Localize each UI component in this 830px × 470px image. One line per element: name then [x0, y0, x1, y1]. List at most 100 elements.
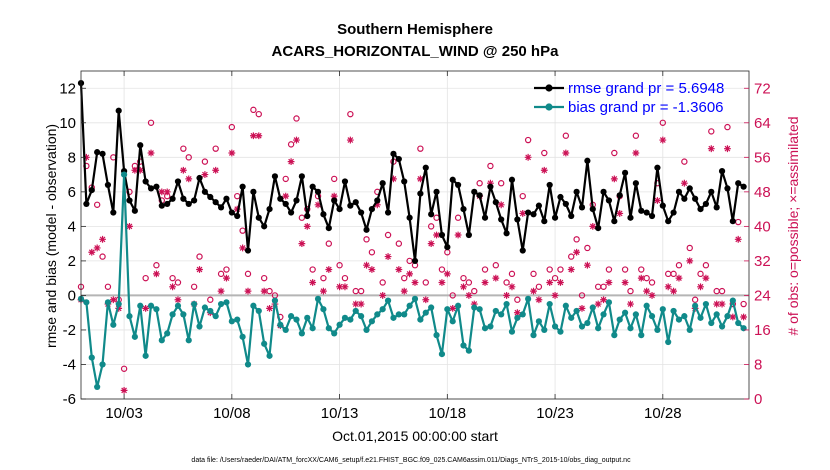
- bias-point: [83, 299, 90, 306]
- obs-assimilated-point: [217, 287, 225, 295]
- rmse-point: [595, 224, 602, 232]
- bias-point: [444, 306, 451, 313]
- bias-point: [239, 333, 246, 340]
- obs-assimilated-point: [158, 188, 166, 196]
- rmse-point: [708, 188, 715, 195]
- rmse-point: [282, 200, 289, 208]
- bias-point: [169, 311, 176, 318]
- obs-assimilated-point: [244, 287, 252, 295]
- rmse-point: [298, 173, 305, 180]
- obs-assimilated-point: [82, 153, 90, 161]
- rmse-point: [616, 192, 623, 199]
- y-tick-label: 2: [68, 253, 76, 270]
- obs-assimilated-point: [567, 266, 575, 273]
- obs-assimilated-point: [573, 248, 581, 256]
- bias-point: [411, 295, 419, 302]
- obs-possible-point: [223, 266, 230, 273]
- obs-assimilated-point: [524, 153, 532, 161]
- rmse-point: [83, 200, 90, 208]
- obs-possible-point: [487, 162, 494, 170]
- bias-point: [142, 352, 149, 359]
- bias-point: [476, 306, 483, 313]
- bias-point: [535, 318, 543, 325]
- obs-assimilated-point: [126, 222, 133, 230]
- legend-bias-marker: [545, 103, 553, 111]
- bias-point: [120, 171, 128, 178]
- rmse-point: [374, 197, 381, 204]
- obs-possible-point: [347, 110, 354, 118]
- bias-point: [492, 307, 499, 315]
- rmse-point: [659, 202, 666, 209]
- obs-assimilated-point: [508, 283, 516, 291]
- obs-possible-point: [363, 236, 370, 243]
- obs-possible-point: [681, 158, 688, 165]
- rmse-point: [428, 211, 435, 218]
- obs-assimilated-point: [583, 261, 591, 269]
- rmse-point: [379, 180, 386, 187]
- bias-point: [341, 314, 349, 321]
- bias-point: [433, 332, 440, 339]
- rmse-point: [331, 197, 338, 204]
- rmse-point: [476, 192, 483, 199]
- rmse-point: [573, 188, 580, 195]
- bias-point: [401, 311, 408, 318]
- obs-possible-point: [508, 270, 516, 278]
- obs-assimilated-point: [734, 235, 742, 243]
- rmse-point: [395, 155, 402, 163]
- obs-assimilated-point: [551, 292, 559, 299]
- rmse-point: [261, 223, 268, 230]
- bias-point: [250, 302, 257, 309]
- bias-point: [185, 337, 192, 344]
- rmse-point: [454, 181, 462, 189]
- obs-assimilated-point: [357, 300, 365, 308]
- rmse-point: [481, 214, 489, 221]
- obs-assimilated-point: [438, 279, 446, 286]
- rmse-point: [158, 202, 165, 209]
- rmse-point: [228, 209, 235, 216]
- rmse-point: [250, 188, 257, 195]
- y-tick-label: -4: [63, 356, 76, 373]
- obs-assimilated-point: [336, 283, 343, 291]
- bias-point: [293, 316, 300, 323]
- rmse-point: [600, 188, 607, 195]
- obs-possible-point: [497, 180, 505, 187]
- obs-possible-point: [546, 266, 553, 273]
- obs-possible-point: [605, 266, 613, 273]
- bias-point: [702, 300, 710, 308]
- rmse-line: [79, 83, 745, 262]
- rmse-point: [287, 209, 295, 216]
- rmse-point: [180, 195, 187, 202]
- obs-assimilated-point: [713, 300, 721, 308]
- obs-possible-point: [287, 141, 295, 148]
- plot-frame: [80, 70, 750, 400]
- rmse-point: [417, 190, 424, 197]
- obs-assimilated-point: [384, 253, 392, 260]
- bias-point: [261, 340, 268, 347]
- obs-assimilated-point: [314, 201, 322, 209]
- obs-assimilated-point: [395, 266, 403, 273]
- bias-point: [244, 361, 252, 368]
- bias-point: [196, 323, 203, 330]
- bias-point: [347, 316, 354, 323]
- bias-point: [659, 306, 666, 313]
- obs-possible-point: [573, 236, 580, 243]
- bias-point: [131, 333, 138, 340]
- bias-point: [379, 306, 386, 313]
- obs-assimilated-point: [293, 136, 300, 144]
- bias-point: [309, 325, 316, 332]
- chart-title: Southern Hemisphere: [337, 21, 493, 38]
- rmse-point: [735, 180, 742, 187]
- rmse-point: [492, 199, 499, 206]
- obs-assimilated-point: [627, 300, 634, 308]
- rmse-point: [390, 150, 397, 157]
- obs-assimilated-point: [449, 304, 457, 312]
- obs-assimilated-point: [400, 287, 408, 295]
- bias-point: [692, 302, 699, 309]
- rmse-point: [692, 195, 699, 202]
- obs-assimilated-point: [530, 287, 537, 295]
- bias-point: [390, 314, 397, 321]
- obs-possible-point: [417, 145, 424, 152]
- obs-possible-point: [568, 253, 575, 260]
